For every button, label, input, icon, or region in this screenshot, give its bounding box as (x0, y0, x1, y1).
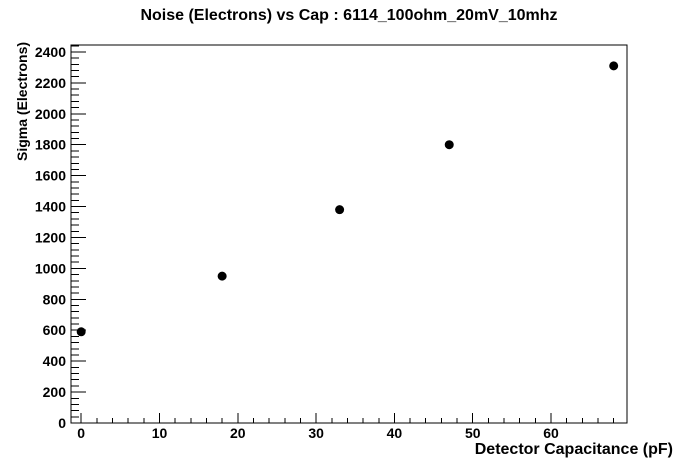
y-tick-label: 400 (43, 353, 67, 369)
chart-title: Noise (Electrons) vs Cap : 6114_100ohm_2… (140, 7, 558, 24)
data-point (335, 205, 345, 215)
x-axis-title: Detector Capacitance (pF) (474, 441, 673, 458)
y-tick-label: 1000 (35, 260, 66, 276)
data-point (609, 61, 619, 71)
y-tick-label: 800 (43, 291, 67, 307)
x-tick-label: 30 (308, 425, 324, 441)
data-point (76, 327, 86, 337)
x-tick-label: 40 (387, 425, 403, 441)
y-tick-label: 1200 (35, 229, 66, 245)
data-point (217, 271, 227, 281)
y-tick-label: 1800 (35, 137, 66, 153)
y-axis-title: Sigma (Electrons) (14, 41, 30, 161)
y-tick-label: 1600 (35, 168, 66, 184)
y-tick-label: 600 (43, 322, 67, 338)
y-tick-label: 2200 (35, 75, 66, 91)
x-tick-label: 50 (465, 425, 481, 441)
x-tick-label: 10 (152, 425, 168, 441)
y-tick-label: 2000 (35, 106, 66, 122)
plot-frame (70, 44, 628, 424)
y-tick-label: 0 (58, 415, 66, 431)
x-tick-label: 20 (230, 425, 246, 441)
y-tick-label: 2400 (35, 44, 66, 60)
x-tick-label: 60 (543, 425, 559, 441)
x-tick-label: 0 (77, 425, 85, 441)
y-tick-label: 1400 (35, 199, 66, 215)
data-point (444, 140, 454, 150)
y-tick-label: 200 (43, 384, 67, 400)
